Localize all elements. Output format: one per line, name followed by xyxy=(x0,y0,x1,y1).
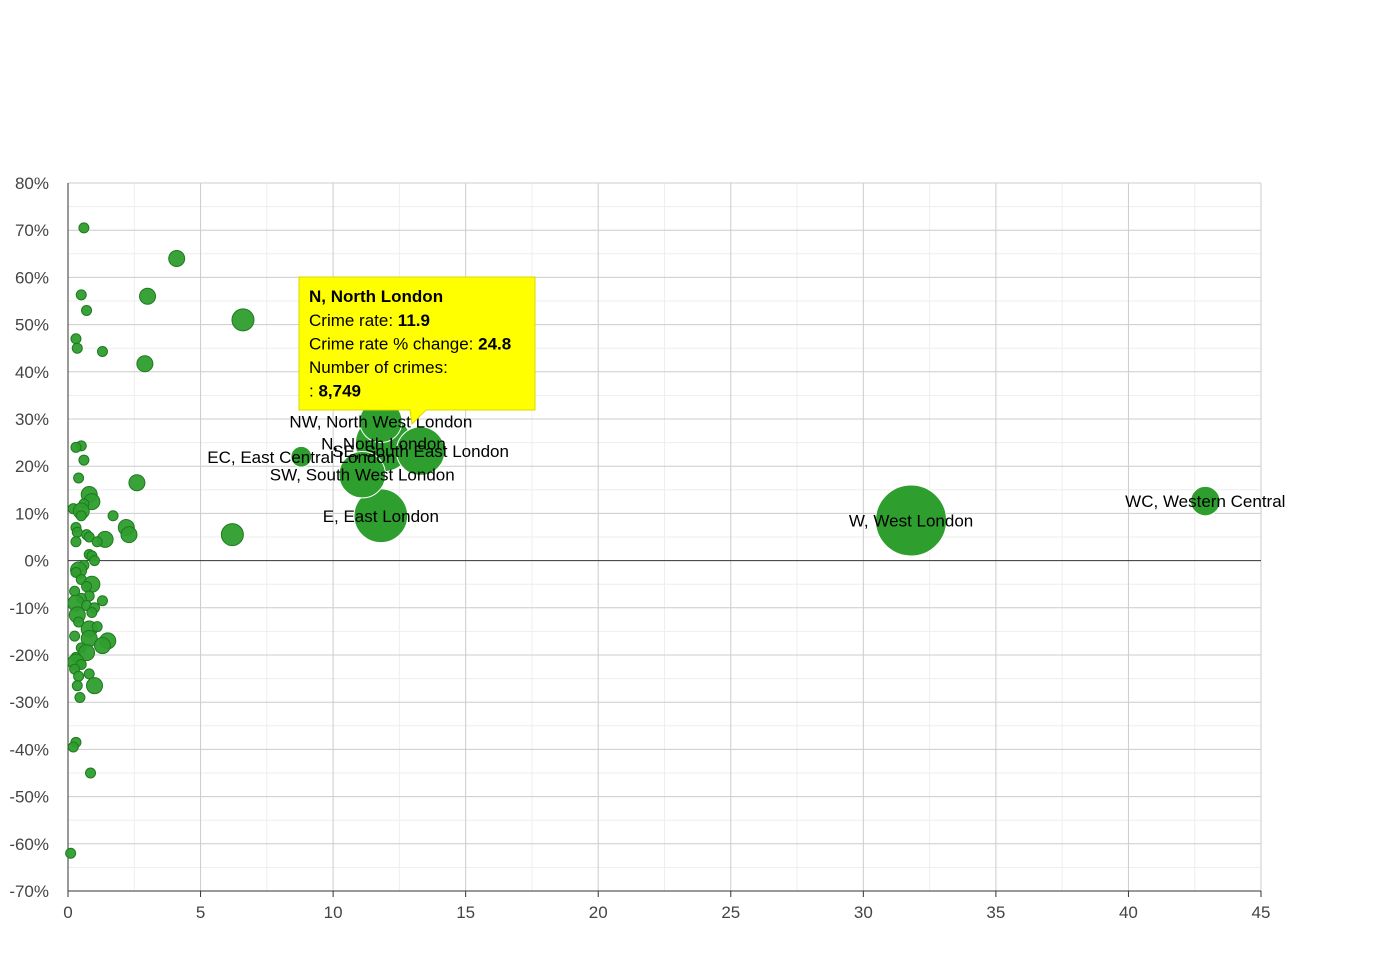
y-tick-label: -60% xyxy=(9,835,49,854)
bubble[interactable] xyxy=(120,526,138,544)
bubble[interactable] xyxy=(85,767,97,779)
bubble[interactable] xyxy=(78,222,90,234)
bubble[interactable] xyxy=(65,847,77,859)
bubble-label: SE, South East London xyxy=(332,442,509,461)
bubble[interactable] xyxy=(81,581,93,593)
bubble-label: SW, South West London xyxy=(270,466,455,485)
bubble[interactable] xyxy=(70,333,82,345)
y-tick-label: -40% xyxy=(9,740,49,759)
y-tick-label: 80% xyxy=(15,174,49,193)
x-tick-label: 40 xyxy=(1119,903,1138,922)
tooltip-row-label: Crime rate % change: xyxy=(309,335,478,354)
bubble[interactable] xyxy=(139,287,157,305)
labeled-bubble[interactable] xyxy=(1190,485,1221,517)
bubble[interactable] xyxy=(83,668,95,680)
labeled-bubble[interactable] xyxy=(875,484,948,557)
bubble[interactable] xyxy=(91,536,103,548)
bubble[interactable] xyxy=(75,289,87,301)
grid xyxy=(68,182,1262,892)
tooltip-row: Crime rate: 11.9 xyxy=(309,311,430,330)
y-tick-label: 0% xyxy=(24,552,49,571)
x-tick-label: 20 xyxy=(589,903,608,922)
labeled-bubble[interactable] xyxy=(338,450,387,499)
bubble[interactable] xyxy=(73,670,85,682)
bubble[interactable] xyxy=(86,677,104,695)
bubble[interactable] xyxy=(168,250,186,268)
tooltip-row-value: 11.9 xyxy=(398,311,430,330)
x-tick-label: 35 xyxy=(986,903,1005,922)
bubble-label: E, East London xyxy=(323,507,439,526)
x-tick-label: 5 xyxy=(196,903,205,922)
bubble[interactable] xyxy=(89,555,101,567)
axes: 0 5 10 15 20 25 30 35 40 45 80% 70% 60% 50% 40% 30% 20% 1… xyxy=(9,174,1270,922)
x-tick-label: 0 xyxy=(63,903,72,922)
bubble[interactable] xyxy=(86,607,98,619)
bubble-labels: WC, Western Central W, West London NW, Nor… xyxy=(207,412,1285,530)
bubble[interactable] xyxy=(73,472,85,484)
bubble[interactable] xyxy=(73,616,85,628)
bubble[interactable] xyxy=(136,355,154,373)
bubble[interactable] xyxy=(69,630,81,642)
bubble[interactable] xyxy=(71,342,83,354)
x-tick-label: 45 xyxy=(1252,903,1271,922)
bubble[interactable] xyxy=(70,441,82,453)
x-tick-label: 25 xyxy=(721,903,740,922)
bubble[interactable] xyxy=(74,691,86,703)
bubble-label: NW, North West London xyxy=(289,412,472,431)
bubble[interactable] xyxy=(75,510,87,522)
bubble[interactable] xyxy=(96,595,108,607)
y-tick-label: -10% xyxy=(9,599,49,618)
bubble[interactable] xyxy=(231,308,255,332)
y-tick-label: 70% xyxy=(15,221,49,240)
y-tick-label: 40% xyxy=(15,363,49,382)
bubble[interactable] xyxy=(81,304,93,316)
bubbles xyxy=(65,222,1221,859)
tooltip-row-label: : xyxy=(309,382,318,401)
tooltip-row-label: Crime rate: xyxy=(309,311,398,330)
tooltip-row: Crime rate % change: 24.8 xyxy=(309,335,511,354)
tooltip-rows: Crime rate: 11.9 Crime rate % change: 24.… xyxy=(309,311,511,401)
tooltip-row-value: 24.8 xyxy=(478,335,511,354)
bubble[interactable] xyxy=(128,474,146,492)
bubble[interactable] xyxy=(71,680,83,692)
bubble[interactable] xyxy=(220,523,244,547)
tooltip-title: N, North London xyxy=(309,287,443,306)
y-tick-label: -20% xyxy=(9,646,49,665)
labeled-bubble[interactable] xyxy=(395,426,446,476)
y-tick-label: -50% xyxy=(9,788,49,807)
y-tick-label: 60% xyxy=(15,268,49,287)
bubble[interactable] xyxy=(91,621,103,633)
x-tick-label: 30 xyxy=(854,903,873,922)
y-tick-label: -70% xyxy=(9,882,49,901)
bubble[interactable] xyxy=(78,454,90,466)
x-tick-label: 15 xyxy=(456,903,475,922)
tooltip-row: Number of crimes: xyxy=(309,358,448,377)
y-tick-label: 10% xyxy=(15,504,49,523)
y-tick-label: 30% xyxy=(15,410,49,429)
y-tick-label: -30% xyxy=(9,693,49,712)
bubble[interactable] xyxy=(67,741,79,753)
x-tick-label: 10 xyxy=(324,903,343,922)
tooltip-row: : 8,749 xyxy=(309,382,361,401)
bubble[interactable] xyxy=(70,536,82,548)
y-tick-label: 50% xyxy=(15,316,49,335)
bubble-label: W, West London xyxy=(849,511,973,530)
bubble[interactable] xyxy=(71,526,83,538)
tooltip-box xyxy=(298,276,536,426)
bubble[interactable] xyxy=(93,637,111,655)
labeled-bubble[interactable] xyxy=(290,445,313,468)
bubble-label: EC, East Central London xyxy=(207,448,395,467)
bubble[interactable] xyxy=(96,346,108,358)
y-tick-label: 20% xyxy=(15,457,49,476)
tooltip-row-value: 8,749 xyxy=(318,382,361,401)
bubble[interactable] xyxy=(83,531,95,543)
bubble[interactable] xyxy=(107,510,119,522)
bubble-label: WC, Western Central xyxy=(1125,492,1285,511)
bubble-label: N, North London xyxy=(321,435,446,454)
tooltip-row-label: Number of crimes: xyxy=(309,358,448,377)
